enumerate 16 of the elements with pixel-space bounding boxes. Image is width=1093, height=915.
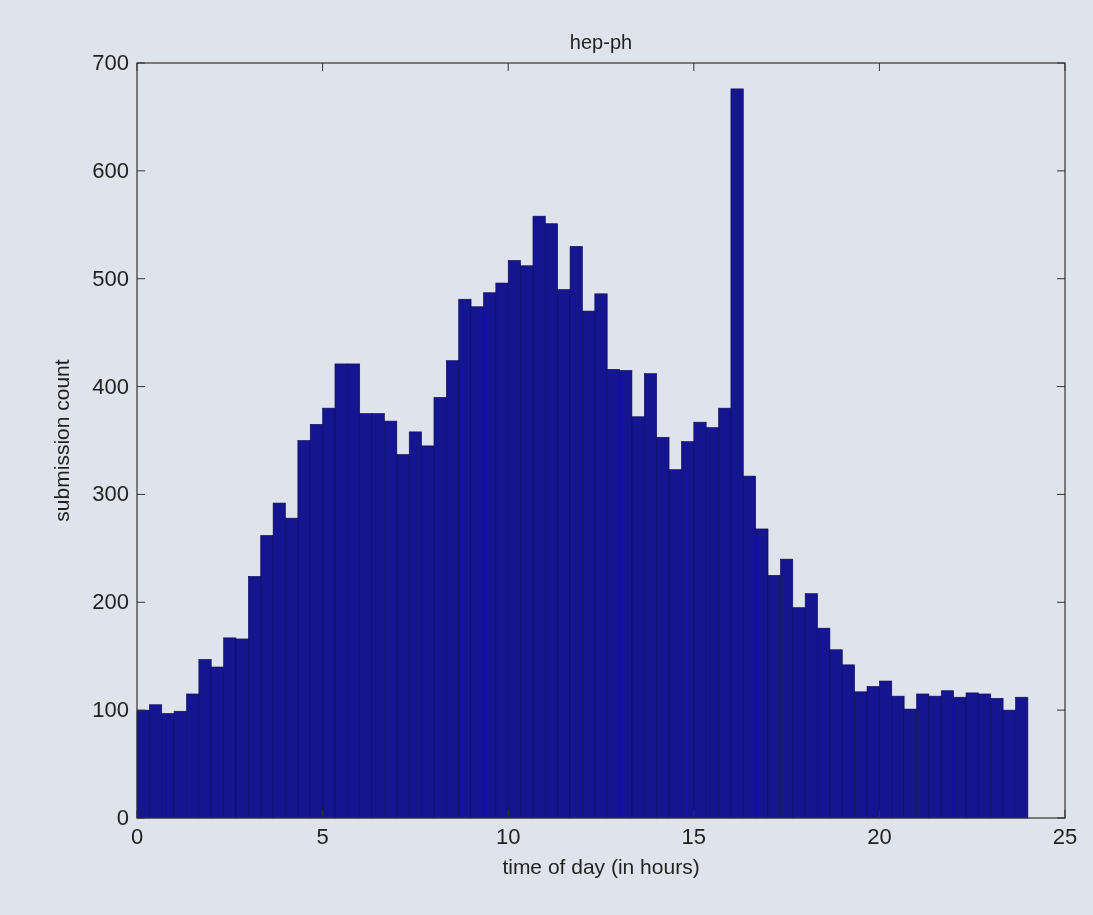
x-tick-label: 25 <box>1052 824 1078 849</box>
y-tick-label: 700 <box>92 50 129 75</box>
x-tick-label: 20 <box>867 824 892 849</box>
x-axis-title: time of day (in hours) <box>502 855 700 878</box>
x-tick-label: 15 <box>681 824 707 849</box>
y-tick-label: 300 <box>92 481 129 507</box>
x-tick-label: 5 <box>316 824 329 849</box>
y-tick-label: 200 <box>92 589 129 615</box>
y-tick-label: 500 <box>92 265 129 291</box>
x-tick-label: 10 <box>495 824 521 849</box>
y-tick-label: 0 <box>116 805 129 830</box>
y-tick-label: 100 <box>92 697 129 723</box>
y-axis-title: submission count <box>50 359 73 522</box>
y-tick-label: 600 <box>92 157 129 183</box>
y-tick-label: 400 <box>92 373 129 399</box>
chart-title: hep-ph <box>569 31 633 53</box>
